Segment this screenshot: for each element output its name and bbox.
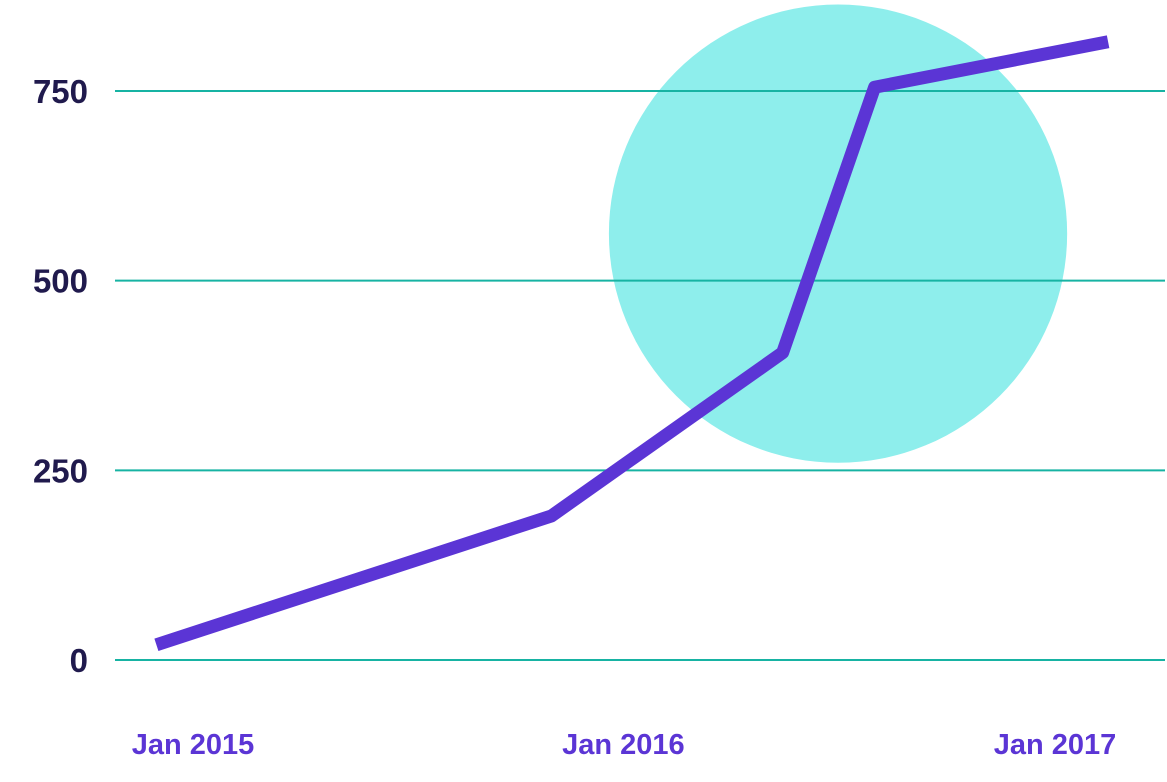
highlight-circle: [608, 4, 1068, 463]
grid-layer: [115, 90, 1165, 661]
y-tick-label-500: 500: [33, 263, 88, 300]
y-tick-label-250: 250: [33, 452, 88, 489]
y-tick-label-750: 750: [33, 73, 88, 110]
series-layer: [154, 35, 1110, 651]
x-tick-label-1: Jan 2016: [562, 729, 685, 761]
series-line-0: [154, 35, 1110, 651]
y-axis: 0 250 500 750: [33, 73, 88, 679]
x-tick-label-0: Jan 2015: [132, 729, 255, 761]
x-tick-label-2: Jan 2017: [994, 729, 1117, 761]
x-axis: Jan 2015 Jan 2016 Jan 2017: [132, 729, 1117, 761]
y-tick-label-0: 0: [70, 642, 88, 679]
highlight-layer: [608, 4, 1068, 463]
